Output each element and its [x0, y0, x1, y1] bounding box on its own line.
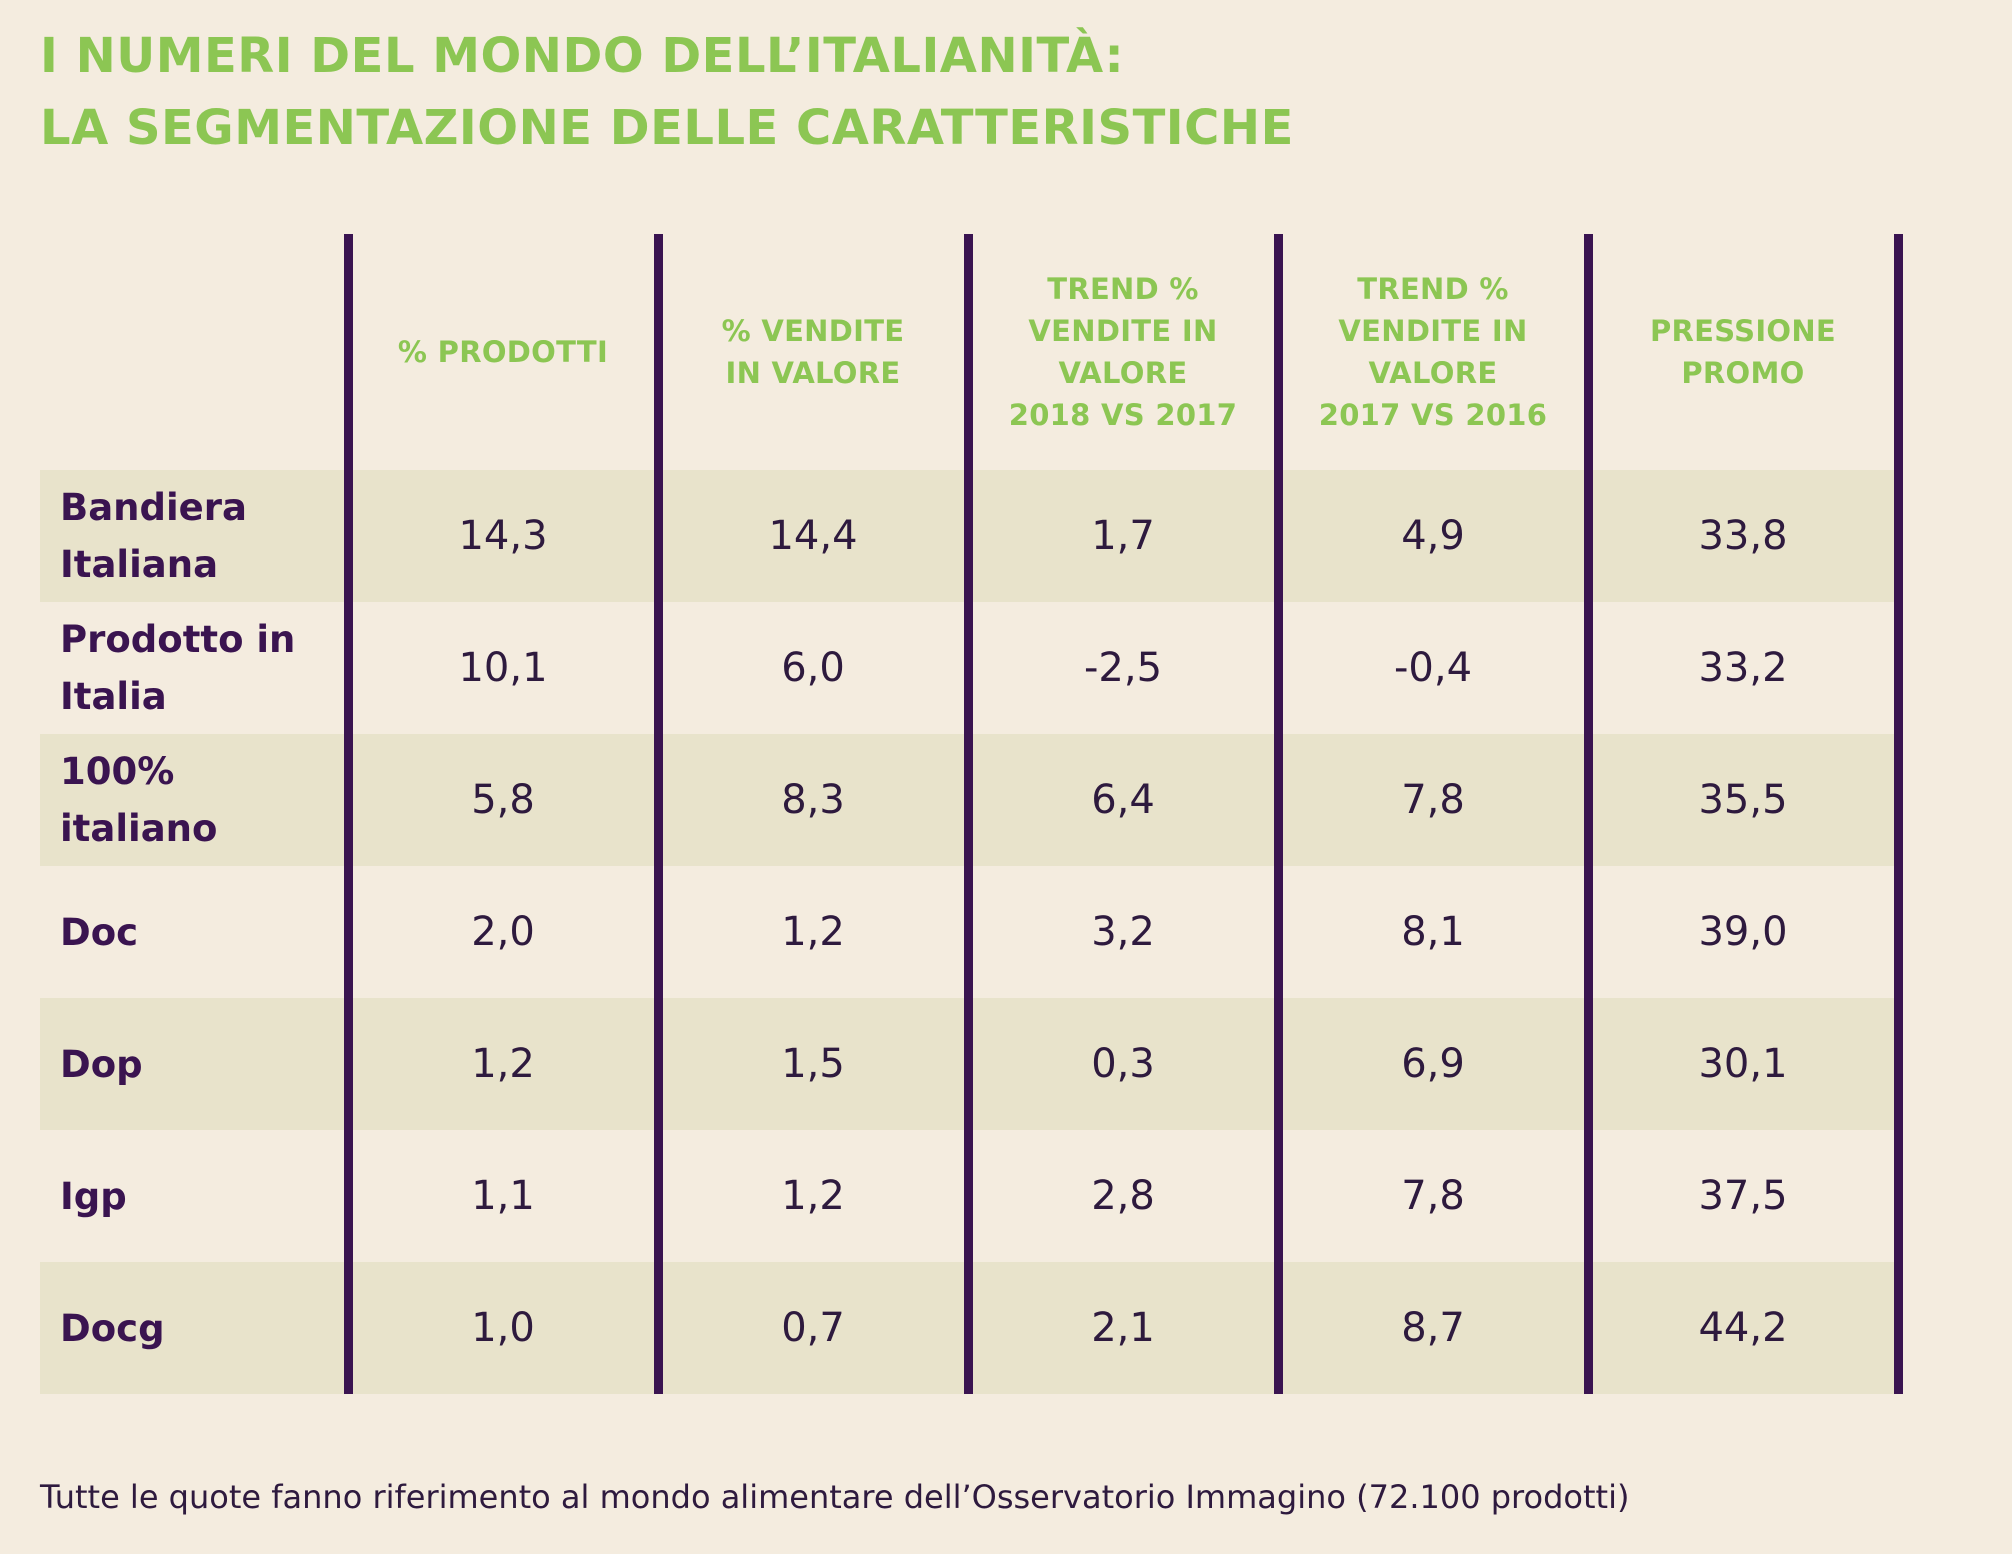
- table-cell: 0,7: [653, 1262, 968, 1394]
- row-label: Docg: [40, 1262, 348, 1394]
- table-cell: 14,3: [343, 470, 658, 602]
- footnote: Tutte le quote fanno riferimento al mond…: [40, 1478, 1630, 1516]
- column-header: PRESSIONE PROMO: [1583, 234, 1903, 470]
- column-header: TREND % VENDITE IN VALORE 2017 VS 2016: [1273, 234, 1588, 470]
- title-line-2: LA SEGMENTAZIONE DELLE CARATTERISTICHE: [40, 100, 1294, 156]
- page-title: I NUMERI DEL MONDO DELL’ITALIANITÀ: LA S…: [40, 20, 1294, 164]
- table-cell: 2,0: [343, 866, 658, 998]
- table-cell: 1,0: [343, 1262, 658, 1394]
- table-cell: 39,0: [1583, 866, 1903, 998]
- row-label: Dop: [40, 998, 348, 1130]
- table-cell: 33,8: [1583, 470, 1903, 602]
- table-cell: 1,2: [343, 998, 658, 1130]
- row-label: Igp: [60, 1174, 127, 1218]
- table-cell: 10,1: [343, 602, 658, 734]
- table-cell: 7,8: [1273, 734, 1588, 866]
- table-row: Bandiera Italiana 14,3 14,4 1,7 4,9 33,8: [40, 470, 1903, 602]
- table-cell: 35,5: [1583, 734, 1903, 866]
- table-cell: 37,5: [1583, 1130, 1903, 1262]
- table-cell: -0,4: [1273, 602, 1588, 734]
- table-cell: 3,2: [963, 866, 1278, 998]
- table-cell: 30,1: [1583, 998, 1903, 1130]
- table-cell: -2,5: [963, 602, 1278, 734]
- table-cell: 8,3: [653, 734, 968, 866]
- table-row: Docg 1,0 0,7 2,1 8,7 44,2: [40, 1262, 1903, 1394]
- table-cell: 6,4: [963, 734, 1278, 866]
- table-cell: 1,2: [653, 866, 968, 998]
- table-cell: 44,2: [1583, 1262, 1903, 1394]
- table-cell: 4,9: [1273, 470, 1588, 602]
- table-cell: 1,5: [653, 998, 968, 1130]
- row-label: Bandiera Italiana: [40, 470, 348, 602]
- table-row: Doc 2,0 1,2 3,2 8,1 39,0: [40, 866, 1903, 998]
- table-cell: 5,8: [343, 734, 658, 866]
- table-cell: 14,4: [653, 470, 968, 602]
- table-cell: 1,7: [963, 470, 1278, 602]
- table-row: Prodotto in Italia 10,1 6,0 -2,5 -0,4 33,2: [40, 602, 1903, 734]
- table-cell: 8,7: [1273, 1262, 1588, 1394]
- column-header: TREND % VENDITE IN VALORE 2018 VS 2017: [963, 234, 1278, 470]
- title-line-1: I NUMERI DEL MONDO DELL’ITALIANITÀ:: [40, 28, 1125, 84]
- table-body: Bandiera Italiana 14,3 14,4 1,7 4,9 33,8 Prodo…: [40, 470, 1903, 1394]
- table-cell: 6,9: [1273, 998, 1588, 1130]
- table-cell: 8,1: [1273, 866, 1588, 998]
- table-cell: 0,3: [963, 998, 1278, 1130]
- column-header: % VENDITE IN VALORE: [653, 234, 968, 470]
- header-corner: [40, 234, 348, 470]
- row-label: Prodotto in Italia: [60, 618, 296, 718]
- column-header: % PRODOTTI: [343, 234, 658, 470]
- row-label: Doc: [60, 910, 139, 954]
- table-cell: 1,2: [653, 1130, 968, 1262]
- table-cell: 1,1: [343, 1130, 658, 1262]
- table-cell: 2,8: [963, 1130, 1278, 1262]
- table-cell: 6,0: [653, 602, 968, 734]
- table-row: Igp 1,1 1,2 2,8 7,8 37,5: [40, 1130, 1903, 1262]
- table-cell: 2,1: [963, 1262, 1278, 1394]
- segmentation-table: % PRODOTTI % VENDITE IN VALORE TREND % V…: [40, 234, 1903, 1394]
- row-label: 100% italiano: [40, 734, 348, 866]
- table-row: 100% italiano 5,8 8,3 6,4 7,8 35,5: [40, 734, 1903, 866]
- table-cell: 33,2: [1583, 602, 1903, 734]
- table-header-row: % PRODOTTI % VENDITE IN VALORE TREND % V…: [40, 234, 1903, 470]
- table-cell: 7,8: [1273, 1130, 1588, 1262]
- table-row: Dop 1,2 1,5 0,3 6,9 30,1: [40, 998, 1903, 1130]
